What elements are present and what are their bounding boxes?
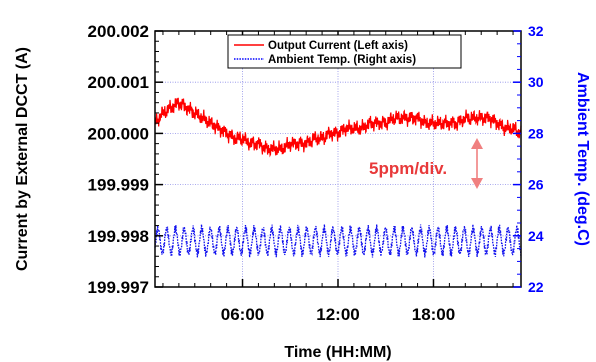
annotation-arrow-down-head [471, 178, 483, 189]
x-axis-title: Time (HH:MM) [284, 344, 391, 361]
series-ambient-temp-line [154, 224, 522, 258]
left-tick-label: 200.001 [88, 73, 149, 92]
x-tick-label: 06:00 [221, 305, 264, 324]
left-tick-label: 199.999 [88, 176, 149, 195]
legend: Output Current (Left axis) Ambient Temp.… [227, 34, 462, 69]
annotation-arrow-up-head [471, 138, 483, 149]
axis-ticks: 200.002 200.001 200.000 199.999 199.998 199.9… [88, 22, 544, 324]
right-tick-label: 22 [528, 279, 544, 295]
x-tick-label: 12:00 [316, 305, 359, 324]
scale-annotation: 5ppm/div. [369, 138, 483, 189]
left-tick-label: 200.002 [88, 22, 149, 41]
left-tick-label: 199.997 [88, 278, 149, 297]
series-output-current-line [154, 97, 522, 158]
left-axis-title: Current by External DCCT (A) [14, 47, 31, 271]
right-tick-label: 26 [528, 177, 544, 193]
right-tick-label: 30 [528, 74, 544, 90]
annotation-text: 5ppm/div. [369, 159, 447, 178]
left-tick-label: 200.000 [88, 124, 149, 143]
grid-lines [155, 31, 521, 287]
legend-label-current: Output Current (Left axis) [268, 40, 408, 52]
x-tick-label: 18:00 [412, 305, 455, 324]
right-tick-label: 32 [528, 23, 544, 39]
right-tick-label: 24 [528, 228, 544, 244]
right-tick-label: 28 [528, 125, 544, 141]
right-axis-title: Ambient Temp. (deg.C) [574, 72, 591, 246]
legend-label-temp: Ambient Temp. (Right axis) [268, 54, 416, 66]
legend-box [227, 34, 462, 69]
left-tick-label: 199.998 [88, 227, 149, 246]
series-layer [154, 97, 522, 258]
